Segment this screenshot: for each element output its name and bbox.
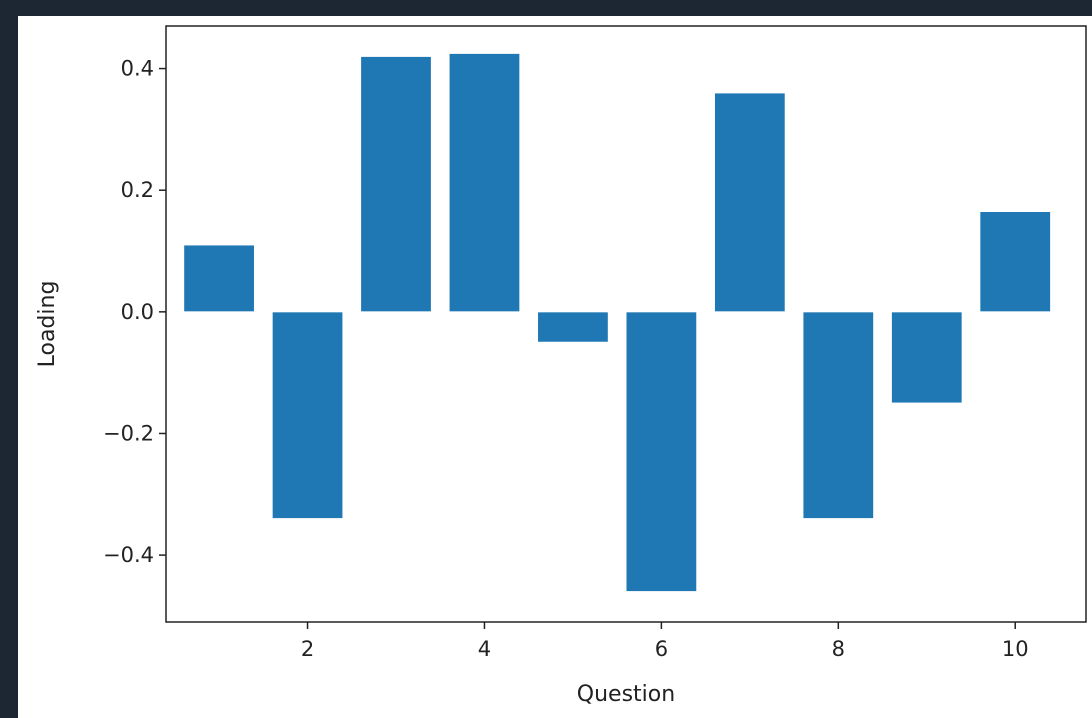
plot-area-frame [165, 25, 1087, 623]
bar-question-7 [713, 92, 786, 313]
ticks-layer: 2 4 6 8 10 −0.4 −0.2 0.0 0.2 0.4 [103, 57, 1029, 661]
chart-figure: 2 4 6 8 10 −0.4 −0.2 0.0 0.2 0.4 Question Loading [18, 16, 1092, 718]
x-tick-label: 2 [301, 637, 314, 661]
x-tick-label: 6 [655, 637, 668, 661]
x-tick-label: 10 [1002, 637, 1029, 661]
bar-chart: 2 4 6 8 10 −0.4 −0.2 0.0 0.2 0.4 Question Loading [35, 25, 1087, 707]
bar-question-1 [183, 244, 255, 313]
bar-question-2 [271, 311, 344, 520]
bar-question-4 [448, 52, 521, 313]
y-axis-label: Loading [35, 281, 60, 368]
bar-question-6 [625, 311, 698, 593]
bar-question-3 [360, 55, 432, 313]
y-tick-label: −0.4 [103, 543, 154, 567]
bar-question-9 [890, 311, 963, 404]
x-tick-label: 4 [478, 637, 491, 661]
bar-question-5 [537, 311, 609, 343]
y-tick-label: −0.2 [103, 421, 154, 445]
y-tick-label: 0.2 [121, 178, 154, 202]
bar-question-10 [979, 210, 1052, 313]
bar-question-8 [802, 311, 875, 520]
bars-layer [183, 52, 1052, 593]
x-axis-label: Question [577, 682, 675, 707]
y-tick-label: 0.4 [121, 57, 154, 81]
y-tick-label: 0.0 [121, 300, 154, 324]
x-tick-label: 8 [832, 637, 845, 661]
